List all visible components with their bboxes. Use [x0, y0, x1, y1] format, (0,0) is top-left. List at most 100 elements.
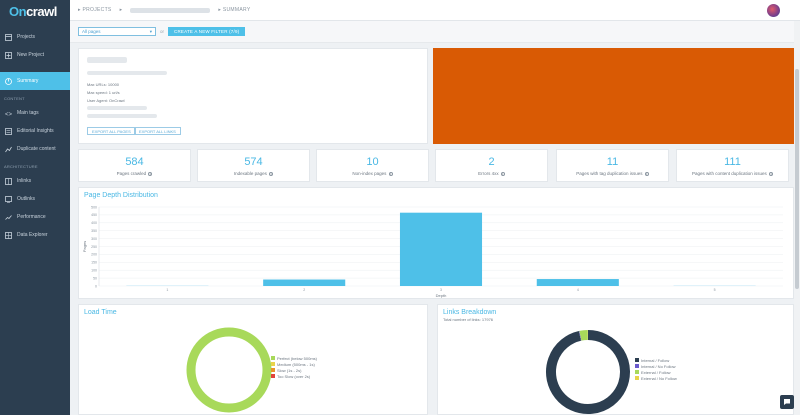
info-icon[interactable]: i — [644, 171, 649, 176]
top-bar: ▸ PROJECTS ▸ ▸ SUMMARY — [70, 0, 800, 21]
filter-bar: All pages ▾ or CREATE A NEW FILTER (7/9) — [70, 21, 800, 43]
editorial-icon — [4, 127, 12, 135]
x-tick-label: 3 — [440, 288, 442, 292]
legend-swatch — [635, 364, 639, 368]
sidebar-item-projects[interactable]: Projects — [0, 28, 70, 46]
sidebar-item-label: New Project — [17, 52, 44, 58]
sidebar-item-summary[interactable]: Summary — [0, 72, 70, 90]
stat-card-content-duplication[interactable]: 111 Pages with content duplication issue… — [676, 149, 789, 182]
sidebar-item-main-tags[interactable]: <> Main tags — [0, 104, 70, 122]
legend-swatch — [635, 376, 639, 380]
y-tick-label: 300 — [91, 237, 97, 241]
new-project-icon — [4, 51, 12, 59]
sidebar-item-label: Main tags — [17, 110, 39, 116]
performance-icon — [4, 213, 12, 221]
y-tick-label: 450 — [91, 213, 97, 217]
links-breakdown-donut — [546, 330, 630, 414]
info-icon[interactable]: i — [500, 171, 505, 176]
info-icon[interactable]: i — [388, 171, 393, 176]
stat-value: 584 — [125, 156, 144, 168]
sidebar-item-outlinks[interactable]: Outlinks — [0, 190, 70, 208]
redacted-info-1 — [87, 106, 147, 110]
info-icon[interactable]: i — [148, 171, 153, 176]
legend-swatch — [271, 356, 275, 360]
stat-value: 111 — [724, 156, 741, 168]
legend-item[interactable]: External / No Follow — [635, 375, 677, 381]
y-tick-label: 50 — [93, 276, 97, 280]
oncrawl-logo[interactable]: On crawl — [0, 0, 70, 22]
sidebar-item-editorial-insights[interactable]: Editorial Insights — [0, 122, 70, 140]
slice-internal-follow — [546, 330, 630, 414]
x-tick-label: 5 — [714, 288, 716, 292]
stat-card-indexable-pages[interactable]: 574 Indexable pages i — [197, 149, 310, 182]
redacted-url — [87, 71, 167, 75]
page-filter-select[interactable]: All pages ▾ — [78, 27, 156, 36]
legend-item[interactable]: Medium (500ms - 1s) — [271, 361, 317, 367]
sidebar: On crawl Projects New Project Summary CON… — [0, 0, 70, 415]
user-agent-text: User Agent: OnCrawl — [87, 98, 125, 103]
section-architecture-label: ARCHITECTURE — [4, 164, 38, 169]
logo-prefix: On — [9, 3, 27, 19]
legend-swatch — [271, 362, 275, 366]
legend-item[interactable]: Too Slow (over 2s) — [271, 373, 317, 379]
load-time-legend: Perfect (below 500ms) Medium (500ms - 1s)… — [271, 355, 317, 379]
export-all-links-button[interactable]: EXPORT ALL LINKS — [134, 127, 181, 135]
x-tick-label: 2 — [303, 288, 305, 292]
max-urls-text: Max URLs: 10000 — [87, 82, 120, 87]
site-screenshot — [433, 48, 794, 144]
tags-icon: <> — [4, 109, 12, 117]
links-breakdown-title: Links Breakdown — [443, 309, 497, 316]
max-speed-text: Max speed: 1 url/s — [87, 90, 120, 95]
breadcrumb-project-name[interactable] — [130, 7, 211, 13]
legend-item[interactable]: External / Follow — [635, 369, 677, 375]
breadcrumb-separator: ▸ — [119, 7, 123, 13]
legend-label: External / No Follow — [641, 375, 677, 381]
load-time-title: Load Time — [84, 309, 117, 316]
legend-label: Medium (500ms - 1s) — [277, 361, 315, 367]
legend-swatch — [271, 368, 275, 372]
breadcrumb-summary: ▸ SUMMARY — [218, 7, 251, 13]
sidebar-item-data-explorer[interactable]: Data Explorer — [0, 226, 70, 244]
links-breakdown-legend: Internal / Follow Internal / No Follow Ext… — [635, 357, 677, 381]
bar-depth-3 — [399, 212, 483, 286]
stat-card-pages-crawled[interactable]: 584 Pages crawled i — [78, 149, 191, 182]
legend-item[interactable]: Internal / No Follow — [635, 363, 677, 369]
page-scrollbar[interactable] — [794, 21, 800, 415]
sidebar-item-new-project[interactable]: New Project — [0, 46, 70, 64]
legend-swatch — [271, 374, 275, 378]
legend-item[interactable]: Internal / Follow — [635, 357, 677, 363]
y-tick-label: 400 — [91, 221, 97, 225]
sidebar-item-duplicate-content[interactable]: Duplicate content — [0, 140, 70, 158]
scroll-thumb[interactable] — [795, 69, 799, 289]
sidebar-item-performance[interactable]: Performance — [0, 208, 70, 226]
y-tick-label: 250 — [91, 245, 97, 249]
stat-label: Pages with content duplication issues — [691, 171, 767, 176]
stat-card-errors-4xx[interactable]: 2 Errors 4xx i — [435, 149, 548, 182]
redacted-info-2 — [87, 114, 157, 118]
stat-label: Indexable pages — [233, 171, 267, 176]
stat-card-non-index-pages[interactable]: 10 Non-index pages i — [316, 149, 429, 182]
stat-label: Errors 4xx — [478, 171, 499, 176]
breadcrumb-projects[interactable]: ▸ PROJECTS — [78, 7, 112, 13]
legend-item[interactable]: Slow (1s - 2s) — [271, 367, 317, 373]
load-time-donut — [186, 327, 272, 413]
logo-suffix: crawl — [26, 3, 57, 19]
export-all-pages-button[interactable]: EXPORT ALL PAGES — [87, 127, 136, 135]
crawl-overview-panel: Max URLs: 10000 Max speed: 1 url/s User … — [78, 48, 428, 144]
legend-item[interactable]: Perfect (below 500ms) — [271, 355, 317, 361]
info-icon[interactable]: i — [269, 171, 274, 176]
legend-label: Slow (1s - 2s) — [277, 367, 302, 373]
sidebar-item-label: Outlinks — [17, 196, 36, 202]
page-depth-chart: 0 50 100 150 200 250 300 350 400 450 500 1 2 3 4 5 Depth… — [82, 205, 783, 298]
sidebar-item-label: Data Explorer — [17, 232, 48, 238]
stat-value: 574 — [244, 156, 263, 168]
summary-icon — [4, 77, 12, 85]
y-tick-label: 150 — [91, 261, 97, 265]
stat-card-tag-duplication[interactable]: 11 Pages with tag duplication issues i — [556, 149, 669, 182]
y-tick-label: 350 — [91, 229, 97, 233]
sidebar-item-inlinks[interactable]: Inlinks — [0, 172, 70, 190]
help-chat-button[interactable] — [780, 395, 794, 409]
avatar[interactable] — [767, 4, 780, 17]
create-filter-button[interactable]: CREATE A NEW FILTER (7/9) — [168, 27, 246, 36]
info-icon[interactable]: i — [769, 171, 774, 176]
